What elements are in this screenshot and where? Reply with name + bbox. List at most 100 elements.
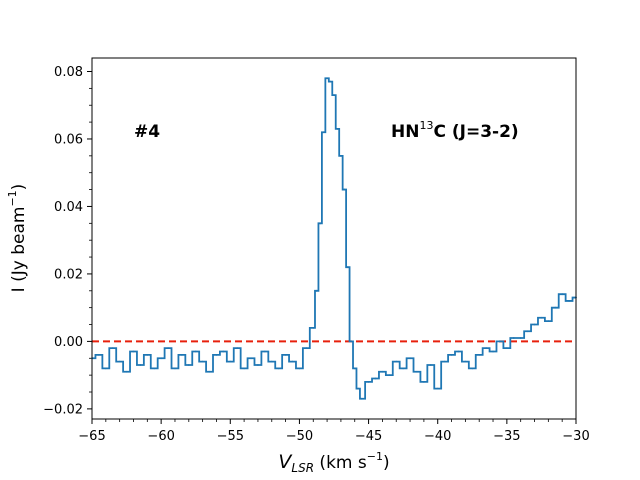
y-axis-label-main: I (Jy beam (9, 207, 29, 293)
series-point (257, 364, 259, 366)
series-point (277, 367, 280, 370)
series-point (319, 222, 322, 225)
series-point (409, 357, 411, 360)
series-point (132, 350, 135, 353)
series-point (533, 323, 536, 326)
series-point (118, 360, 121, 363)
series-point (519, 337, 522, 339)
x-tick-label: −55 (217, 429, 244, 444)
series-point (270, 360, 273, 363)
series-point (512, 337, 515, 339)
series-point (298, 367, 301, 370)
series-point (499, 340, 501, 343)
line-annotation: HN13C (J=3-2) (391, 119, 519, 142)
series-point (98, 353, 100, 356)
y-axis-label-sup: −1 (6, 190, 19, 206)
y-tick-label: 0.02 (54, 267, 83, 282)
x-axis-label-sub: LSR (291, 461, 314, 475)
series-point (263, 350, 266, 353)
series-point (322, 131, 325, 134)
series-point (450, 353, 453, 356)
axis-ticks: −65 −60 −55 −50 −45 −40 −35 −30 −0.02 0.00 0.02 0.0… (43, 65, 590, 444)
series-point (326, 77, 328, 80)
series-point (568, 300, 570, 302)
series-point (554, 306, 557, 309)
y-tick-label: 0.08 (54, 65, 83, 80)
series-point (201, 360, 204, 363)
series-point (291, 360, 294, 363)
series-point (174, 367, 176, 370)
series-point (125, 370, 128, 373)
series-point (360, 397, 363, 400)
series-point (505, 347, 508, 350)
x-axis-label-units-post: ) (383, 453, 390, 473)
series-point (471, 367, 474, 370)
x-tick-label: −30 (562, 429, 589, 444)
y-axis-label: I (Jy beam−1) (6, 184, 29, 293)
series-point (139, 364, 142, 366)
series-point (402, 367, 405, 370)
series-point (111, 347, 114, 350)
series-point (443, 360, 446, 363)
source-annotation: #4 (134, 122, 160, 142)
series-point (222, 350, 225, 353)
series-point (395, 360, 398, 363)
series-point (343, 188, 346, 191)
series-point (547, 320, 550, 323)
series-point (416, 370, 418, 373)
series-point (215, 353, 218, 356)
series-point (329, 80, 332, 83)
series-point (429, 364, 432, 366)
series-point (350, 340, 353, 343)
x-tick-label: −45 (355, 429, 382, 444)
series-point (478, 353, 481, 356)
series-point (346, 266, 349, 269)
line-annotation-sup: 13 (419, 119, 433, 132)
series-group (91, 77, 577, 400)
series-point (367, 380, 370, 383)
plot-background (92, 58, 576, 419)
x-tick-label: −60 (147, 429, 174, 444)
x-tick-label: −65 (78, 429, 105, 444)
series-point (284, 353, 287, 356)
series-point (167, 347, 169, 350)
y-tick-label: 0.00 (54, 335, 83, 350)
series-point (208, 370, 211, 373)
series-point (436, 387, 439, 390)
series-point (357, 387, 360, 390)
series-point (381, 370, 384, 373)
series-point (250, 357, 252, 360)
line-annotation-post: C (J=3-2) (433, 122, 518, 142)
x-tick-label: −35 (493, 429, 520, 444)
series-point (243, 367, 246, 370)
series-point (526, 330, 529, 333)
series-point (104, 367, 107, 370)
series-line (92, 77, 576, 400)
y-tick-label: −0.02 (43, 402, 83, 417)
series-point (340, 154, 342, 157)
y-tick-label: 0.06 (54, 132, 83, 147)
x-axis-label-units: (km s (314, 453, 367, 473)
series-point (540, 316, 543, 319)
series-point (561, 293, 564, 296)
line-annotation-pre: HN (391, 122, 419, 142)
x-axis-label: VLSR (km s−1) (278, 450, 389, 475)
series-point (180, 353, 183, 356)
series-point (187, 364, 190, 366)
series-point (146, 353, 149, 356)
series-point (422, 380, 425, 383)
x-tick-label: −50 (286, 429, 313, 444)
series-point (457, 350, 460, 353)
series-point (353, 367, 356, 370)
series-point (374, 377, 377, 380)
series-point (229, 360, 232, 363)
series-point (160, 357, 163, 360)
series-point (333, 94, 335, 97)
y-axis-label-post: ) (9, 184, 29, 191)
series-point (315, 289, 318, 292)
x-tick-label: −40 (424, 429, 451, 444)
x-axis-label-main: V (278, 451, 293, 473)
plot-frame (91, 57, 577, 420)
series-point (194, 350, 197, 353)
